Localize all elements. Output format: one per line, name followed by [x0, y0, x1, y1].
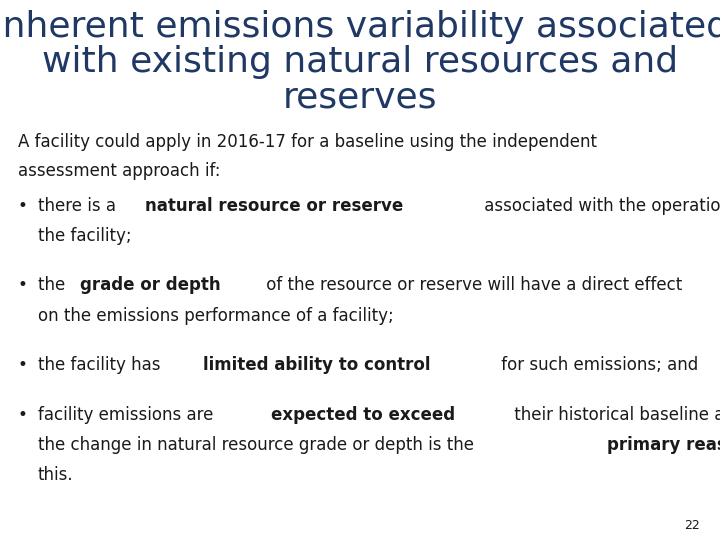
Text: the: the: [38, 276, 71, 294]
Text: reserves: reserves: [283, 80, 437, 114]
Text: facility emissions are: facility emissions are: [38, 406, 219, 424]
Text: of the resource or reserve will have a direct effect: of the resource or reserve will have a d…: [261, 276, 683, 294]
Text: the change in natural resource grade or depth is the: the change in natural resource grade or …: [38, 436, 480, 454]
Text: their historical baseline and: their historical baseline and: [508, 406, 720, 424]
Text: Inherent emissions variability associated: Inherent emissions variability associate…: [0, 10, 720, 44]
Text: the facility has: the facility has: [38, 356, 166, 374]
Text: associated with the operation of: associated with the operation of: [479, 197, 720, 214]
Text: A facility could apply in 2016-17 for a baseline using the independent: A facility could apply in 2016-17 for a …: [18, 133, 597, 151]
Text: primary reason: primary reason: [608, 436, 720, 454]
Text: on the emissions performance of a facility;: on the emissions performance of a facili…: [38, 307, 394, 325]
Text: for such emissions; and: for such emissions; and: [496, 356, 698, 374]
Text: grade or depth: grade or depth: [80, 276, 220, 294]
Text: 22: 22: [684, 519, 700, 532]
Text: this.: this.: [38, 467, 73, 484]
Text: limited ability to control: limited ability to control: [203, 356, 431, 374]
Text: assessment approach if:: assessment approach if:: [18, 163, 220, 180]
Text: natural resource or reserve: natural resource or reserve: [145, 197, 404, 214]
Text: expected to exceed: expected to exceed: [271, 406, 455, 424]
Text: •: •: [18, 356, 28, 374]
Text: the facility;: the facility;: [38, 227, 132, 245]
Text: •: •: [18, 406, 28, 424]
Text: •: •: [18, 197, 28, 214]
Text: with existing natural resources and: with existing natural resources and: [42, 45, 678, 79]
Text: •: •: [18, 276, 28, 294]
Text: there is a: there is a: [38, 197, 121, 214]
